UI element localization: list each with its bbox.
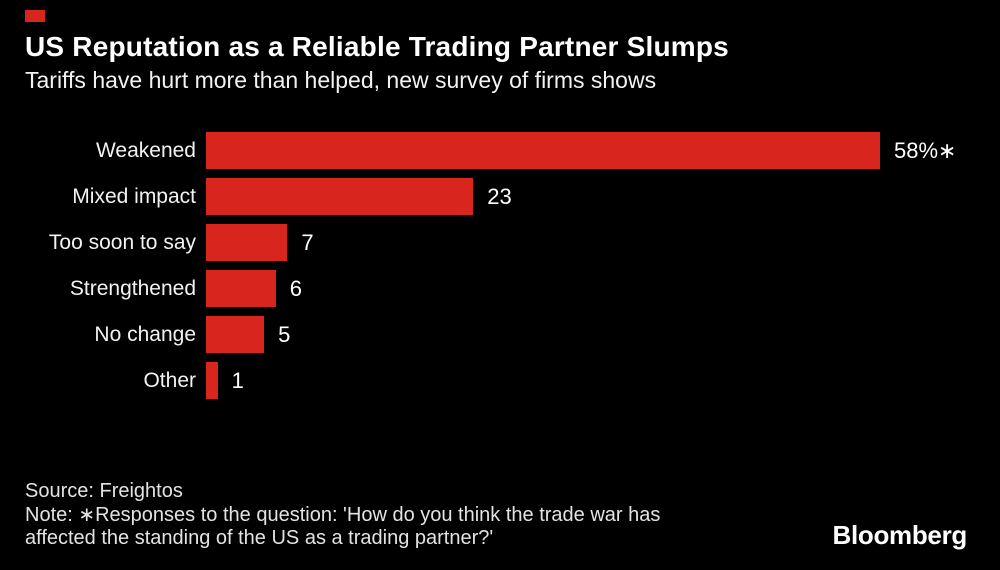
bar bbox=[206, 362, 218, 399]
bar-row: Strengthened 6 bbox=[0, 270, 1000, 307]
note-line-2: affected the standing of the US as a tra… bbox=[25, 527, 494, 549]
bloomberg-red-flag bbox=[25, 10, 45, 22]
source-line: Source: Freightos bbox=[25, 480, 183, 502]
category-label: Strengthened bbox=[69, 276, 196, 300]
value-label: 58%∗ bbox=[894, 137, 957, 163]
category-label: Too soon to say bbox=[48, 230, 196, 254]
bar-row: Too soon to say 7 bbox=[0, 224, 1000, 261]
bar-row: Other 1 bbox=[0, 362, 1000, 399]
value-label: 7 bbox=[301, 229, 314, 255]
chart-rows: Weakened 58%∗ Mixed impact 23 Too soon to sa… bbox=[0, 132, 1000, 408]
chart-subtitle: Tariffs have hurt more than helped, new … bbox=[25, 67, 657, 93]
bar bbox=[206, 178, 474, 215]
value-label: 5 bbox=[278, 321, 291, 347]
bar-row: No change 5 bbox=[0, 316, 1000, 353]
category-label: No change bbox=[94, 322, 196, 346]
bar-row: Mixed impact 23 bbox=[0, 178, 1000, 215]
bar-row: Weakened 58%∗ bbox=[0, 132, 1000, 169]
value-label: 6 bbox=[289, 275, 302, 301]
bar bbox=[206, 224, 288, 261]
bar bbox=[206, 316, 265, 353]
category-label: Weakened bbox=[95, 138, 196, 162]
value-label: 23 bbox=[487, 183, 512, 209]
category-label: Other bbox=[143, 368, 196, 392]
bar bbox=[206, 270, 276, 307]
value-label: 1 bbox=[231, 367, 244, 393]
category-label: Mixed impact bbox=[72, 184, 196, 208]
bar bbox=[206, 132, 880, 169]
bloomberg-logo: Bloomberg bbox=[832, 520, 967, 550]
note-line-1: Note: ∗Responses to the question: 'How d… bbox=[25, 503, 661, 526]
footer: Source: Freightos Note: ∗Responses to th… bbox=[25, 480, 660, 551]
chart-title: US Reputation as a Reliable Trading Part… bbox=[25, 31, 729, 62]
